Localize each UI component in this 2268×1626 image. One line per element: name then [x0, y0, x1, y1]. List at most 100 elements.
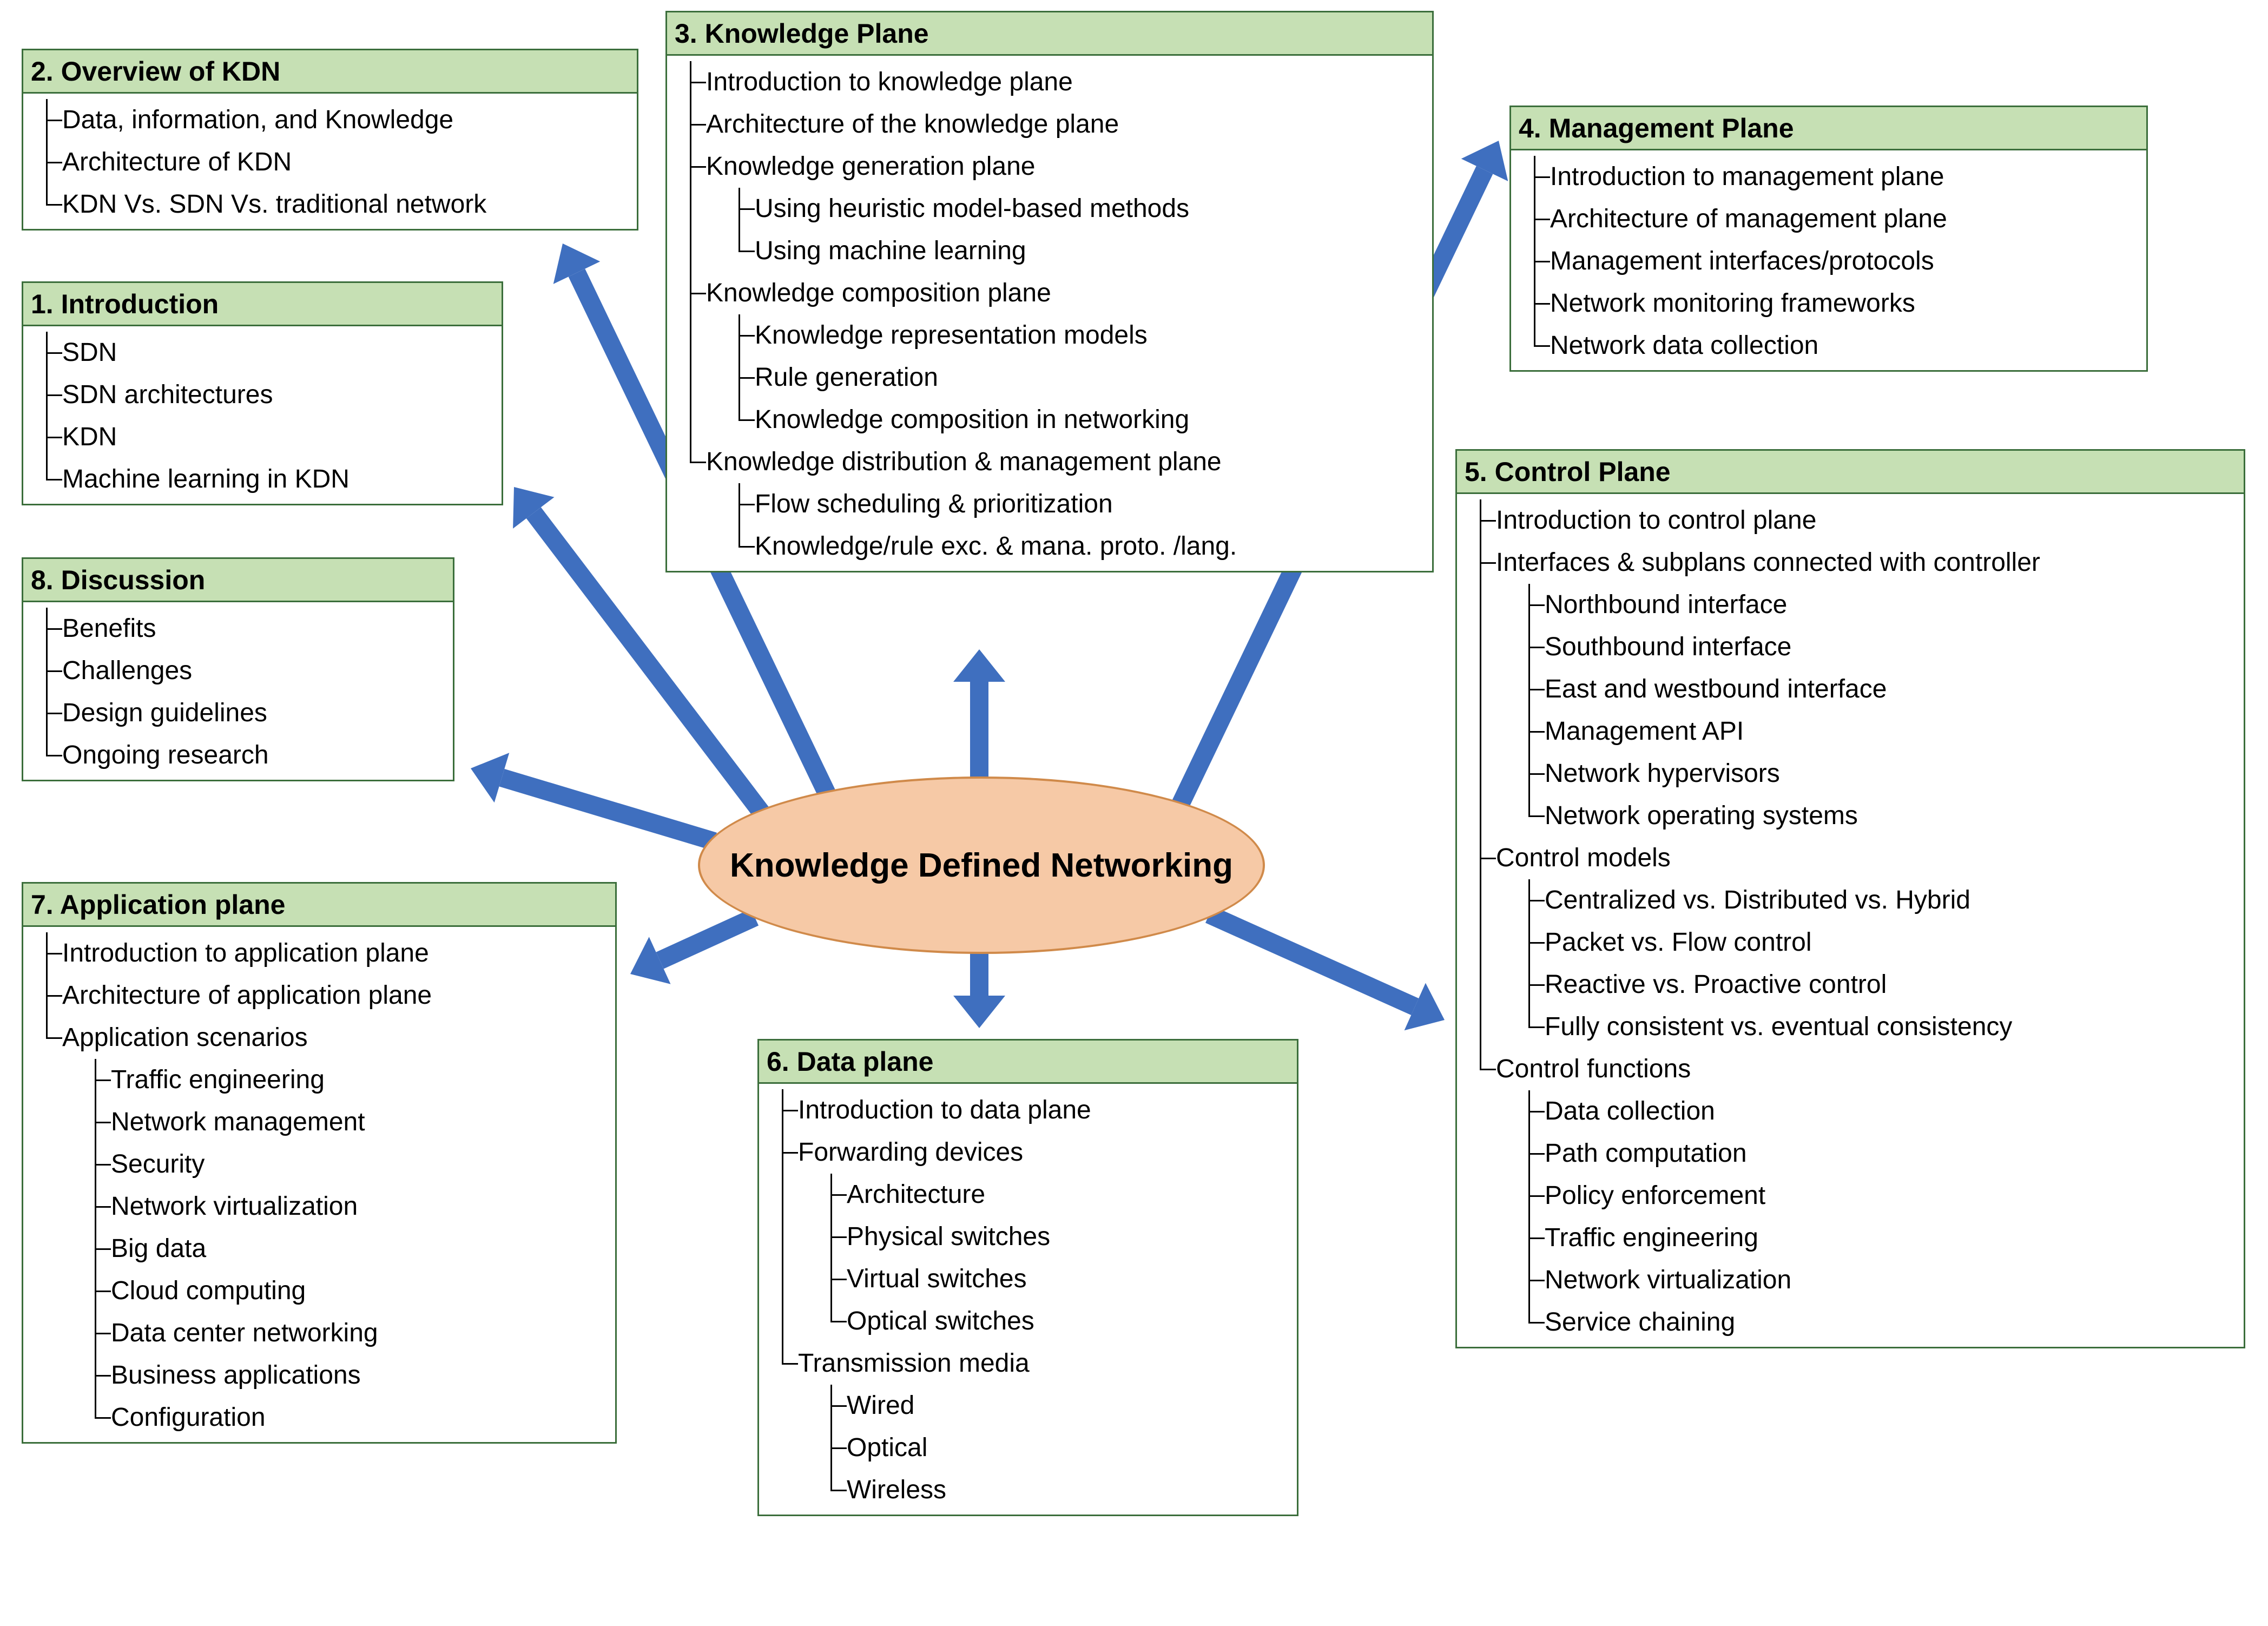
tree-connector-stub	[46, 713, 62, 714]
tree-item-label: Network monitoring frameworks	[1550, 282, 2142, 325]
tree-item-label: Knowledge composition plane	[706, 272, 1428, 314]
tree-connector-stub	[95, 1122, 111, 1123]
tree-item: Southbound interface	[1496, 626, 2239, 668]
tree-connector-stub	[95, 1206, 111, 1208]
tree-item-label: KDN Vs. SDN Vs. traditional network	[62, 183, 632, 226]
tree-connector-stub	[1528, 984, 1545, 986]
section-title-label: 3. Knowledge Plane	[675, 18, 929, 49]
tree-item-label: East and westbound interface	[1545, 668, 2239, 710]
tree-item-label: Introduction to management plane	[1550, 156, 2142, 198]
tree-connector-vertical	[1528, 1006, 1530, 1027]
tree-connector-stub	[739, 208, 755, 210]
tree-item: Architecture of application plane	[28, 975, 611, 1017]
tree-connector-stub	[95, 1417, 111, 1419]
tree-item: Knowledge distribution & management plan…	[671, 441, 1428, 568]
tree-item-label: Data center networking	[111, 1312, 611, 1354]
tree-item: Cloud computing	[62, 1270, 611, 1312]
tree-item-label: SDN architectures	[62, 374, 497, 416]
tree-connector-stub	[830, 1194, 847, 1196]
tree-item-label: Network virtualization	[1545, 1259, 2239, 1301]
tree-item: Application scenariosTraffic engineering…	[28, 1017, 611, 1439]
section-box-b2: 2. Overview of KDN Data, information, and…	[22, 49, 638, 231]
tree-item: Wired	[798, 1385, 1293, 1427]
section-title-label: 2. Overview of KDN	[31, 56, 280, 87]
section-body: Introduction to management planeArchitec…	[1511, 150, 2146, 370]
tree-item: Service chaining	[1496, 1301, 2239, 1344]
tree-connector-stub	[1528, 1237, 1545, 1239]
tree-connector-stub	[830, 1321, 847, 1322]
tree-item: Using machine learning	[706, 230, 1428, 272]
tree-item: Wireless	[798, 1469, 1293, 1511]
tree-item: Rule generation	[706, 357, 1428, 399]
section-title-label: 1. Introduction	[31, 288, 219, 320]
tree-item-label: Benefits	[62, 608, 449, 650]
tree-item: Using heuristic model-based methods	[706, 188, 1428, 230]
tree-connector-stub	[690, 462, 706, 463]
arrow-head	[953, 649, 1005, 682]
tree-item: Interfaces & subplans connected with con…	[1461, 542, 2239, 837]
tree-item: East and westbound interface	[1496, 668, 2239, 710]
tree-connector-stub	[1528, 604, 1545, 606]
tree-item: Policy enforcement	[1496, 1175, 2239, 1217]
tree-item-label: Design guidelines	[62, 692, 449, 734]
section-box-b3: 3. Knowledge PlaneIntroduction to knowle…	[665, 11, 1434, 572]
tree-item-label: Introduction to data plane	[798, 1089, 1293, 1131]
section-title-label: 7. Application plane	[31, 889, 285, 920]
tree-item-label: Machine learning in KDN	[62, 458, 497, 501]
tree-connector-stub	[46, 479, 62, 480]
tree-item-label: Packet vs. Flow control	[1545, 921, 2239, 964]
tree-item-label: Introduction to control plane	[1496, 499, 2239, 542]
tree-connector-vertical	[1528, 1301, 1530, 1322]
tree-item-label: Architecture of management plane	[1550, 198, 2142, 240]
tree-connector-stub	[46, 628, 62, 630]
section-body: SDNSDN architecturesKDNMachine learning …	[23, 326, 502, 504]
tree-item-label: Network management	[111, 1101, 611, 1143]
tree-connector-stub	[739, 377, 755, 379]
tree-item: Design guidelines	[28, 692, 449, 734]
section-box-b4: 4. Management PlaneIntroduction to manag…	[1509, 106, 2148, 372]
tree-item: Control modelsCentralized vs. Distribute…	[1461, 837, 2239, 1048]
tree-item: Architecture of KDN	[28, 141, 632, 183]
tree-connector-stub	[1480, 1069, 1496, 1070]
section-title: 4. Management Plane	[1511, 107, 2146, 150]
section-box-b6: 6. Data planeIntroduction to data planeF…	[757, 1039, 1298, 1516]
tree-connector-vertical	[46, 1017, 48, 1038]
tree-connector-stub	[739, 546, 755, 548]
tree-item: Control functionsData collectionPath com…	[1461, 1048, 2239, 1344]
tree-item: Virtual switches	[798, 1258, 1293, 1300]
tree-item-label: Path computation	[1545, 1133, 2239, 1175]
tree-item-label: Security	[111, 1143, 611, 1186]
tree-connector-stub	[46, 1037, 62, 1039]
tree-item-label: Forwarding devices	[798, 1131, 1293, 1174]
tree-connector-stub	[1528, 900, 1545, 901]
tree-item-label: Using machine learning	[755, 230, 1428, 272]
tree-connector-vertical	[95, 1397, 96, 1418]
tree-connector-stub	[95, 1375, 111, 1377]
tree-item: KDN Vs. SDN Vs. traditional network	[28, 183, 632, 226]
tree-item: Benefits	[28, 608, 449, 650]
tree-connector-stub	[1528, 815, 1545, 817]
tree-item-label: Architecture of KDN	[62, 141, 632, 183]
tree-connector-stub	[830, 1490, 847, 1491]
tree-connector-vertical	[46, 734, 48, 755]
tree-item-label: Traffic engineering	[1545, 1217, 2239, 1259]
tree-item-label: Cloud computing	[111, 1270, 611, 1312]
section-title: 2. Overview of KDN	[23, 50, 637, 94]
tree-connector-vertical	[1480, 542, 1481, 837]
tree-item-label: Physical switches	[847, 1216, 1293, 1258]
tree-connector-vertical	[782, 1131, 783, 1342]
tree-item: Network virtualization	[1496, 1259, 2239, 1301]
tree-item: Architecture of management plane	[1515, 198, 2142, 240]
tree-connector-stub	[1528, 1153, 1545, 1155]
tree-connector-stub	[739, 419, 755, 421]
tree-connector-stub	[739, 251, 755, 252]
tree-item-label: Configuration	[111, 1397, 611, 1439]
tree-connector-vertical	[46, 183, 48, 205]
arrow-shaft	[502, 778, 714, 841]
section-body: Data, information, and KnowledgeArchitec…	[23, 94, 637, 229]
tree-item: Knowledge composition in networking	[706, 399, 1428, 441]
tree-item: Path computation	[1496, 1133, 2239, 1175]
tree-item-label: Interfaces & subplans connected with con…	[1496, 542, 2239, 584]
arrow-head	[1405, 983, 1445, 1031]
section-title: 1. Introduction	[23, 283, 502, 326]
